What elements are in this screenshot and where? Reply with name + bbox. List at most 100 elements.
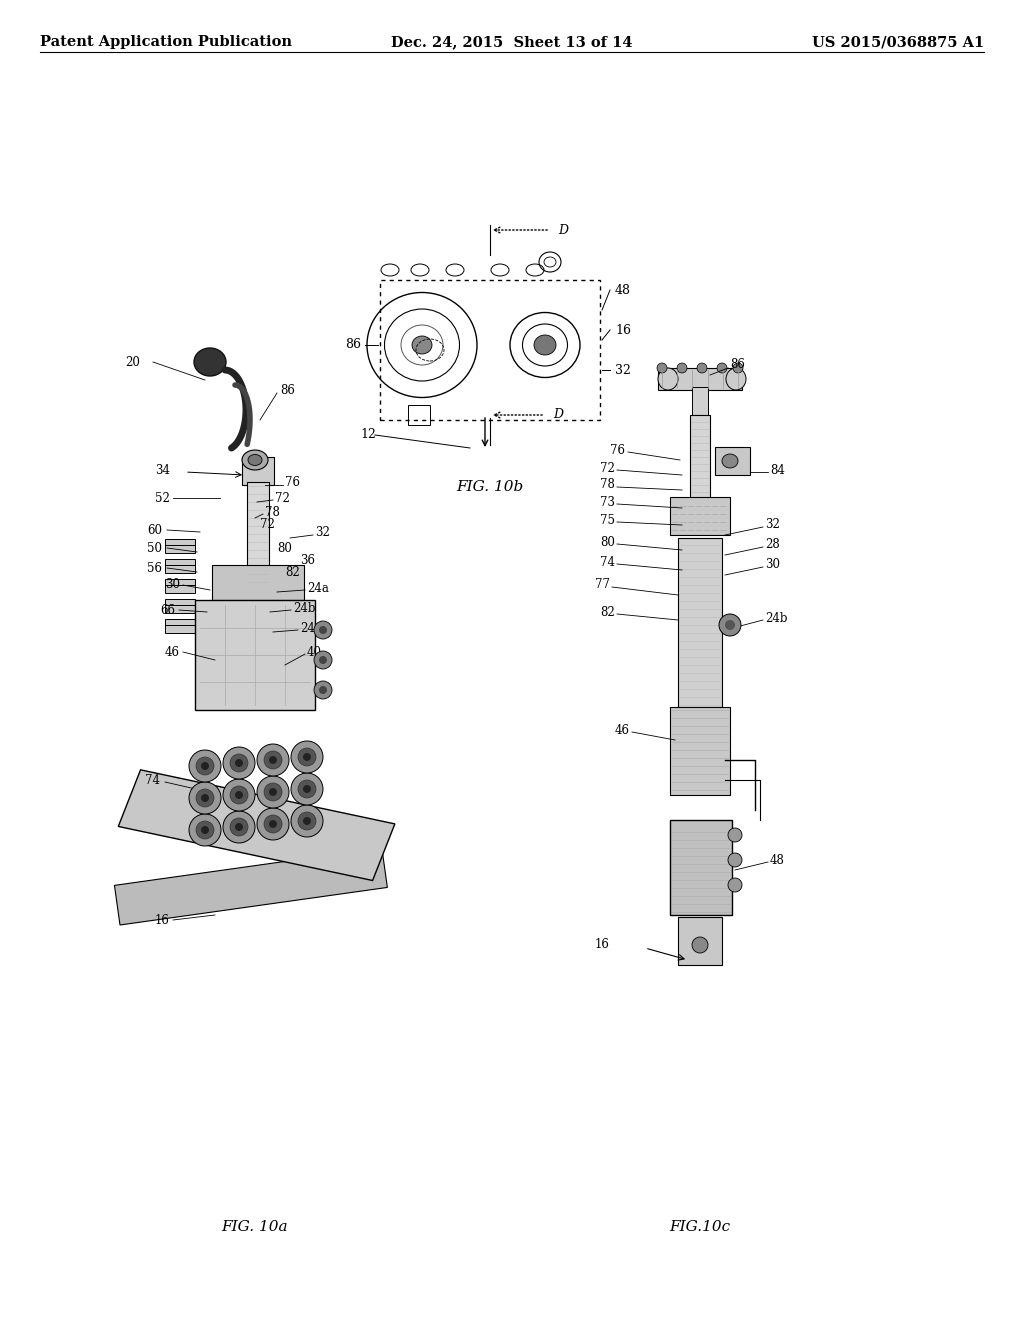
Circle shape <box>223 779 255 810</box>
Circle shape <box>692 937 708 953</box>
Circle shape <box>697 363 707 374</box>
Bar <box>380 280 600 420</box>
Circle shape <box>733 363 743 374</box>
Ellipse shape <box>412 337 432 354</box>
Bar <box>658 368 742 389</box>
Text: 34: 34 <box>155 463 170 477</box>
Circle shape <box>319 626 327 634</box>
Circle shape <box>725 620 735 630</box>
Bar <box>247 482 269 590</box>
Circle shape <box>264 783 282 801</box>
Circle shape <box>298 780 316 799</box>
Text: 36: 36 <box>300 553 315 566</box>
Circle shape <box>223 810 255 843</box>
Text: 24a: 24a <box>307 582 329 594</box>
Circle shape <box>230 754 248 772</box>
Text: D: D <box>553 408 563 421</box>
Circle shape <box>291 741 323 774</box>
Circle shape <box>234 759 243 767</box>
Text: 30: 30 <box>765 558 780 572</box>
Circle shape <box>264 814 282 833</box>
Text: 82: 82 <box>285 566 300 579</box>
Ellipse shape <box>194 348 226 376</box>
Text: 60: 60 <box>147 524 162 536</box>
Bar <box>165 599 195 612</box>
Text: 16: 16 <box>155 913 170 927</box>
Ellipse shape <box>658 368 678 389</box>
Circle shape <box>257 776 289 808</box>
Text: 76: 76 <box>610 444 625 457</box>
Bar <box>115 847 387 925</box>
Circle shape <box>717 363 727 374</box>
Circle shape <box>314 620 332 639</box>
Text: 78: 78 <box>265 506 280 519</box>
Circle shape <box>230 785 248 804</box>
Circle shape <box>657 363 667 374</box>
Text: 82: 82 <box>600 606 615 619</box>
Text: 32: 32 <box>615 363 631 376</box>
Text: 20: 20 <box>125 355 140 368</box>
Circle shape <box>298 812 316 830</box>
Bar <box>678 917 722 965</box>
Text: 74: 74 <box>600 556 615 569</box>
Circle shape <box>298 748 316 766</box>
Text: 40: 40 <box>307 645 322 659</box>
Text: 72: 72 <box>600 462 615 474</box>
Bar <box>690 414 710 500</box>
Text: 32: 32 <box>315 525 330 539</box>
Circle shape <box>269 820 278 828</box>
Circle shape <box>303 752 311 762</box>
Text: 78: 78 <box>600 479 615 491</box>
Polygon shape <box>119 770 395 880</box>
Ellipse shape <box>534 335 556 355</box>
Text: 86: 86 <box>730 359 744 371</box>
Circle shape <box>728 878 742 892</box>
Text: 52: 52 <box>155 491 170 504</box>
Bar <box>212 565 304 601</box>
Text: 24b: 24b <box>293 602 315 615</box>
Circle shape <box>196 789 214 807</box>
Text: 12: 12 <box>360 429 376 441</box>
Circle shape <box>189 814 221 846</box>
Ellipse shape <box>242 450 268 470</box>
Ellipse shape <box>248 454 262 466</box>
Bar <box>165 539 195 553</box>
Text: 76: 76 <box>285 475 300 488</box>
Text: 80: 80 <box>600 536 615 549</box>
Text: 77: 77 <box>595 578 610 591</box>
Text: 86: 86 <box>345 338 361 351</box>
Text: Dec. 24, 2015  Sheet 13 of 14: Dec. 24, 2015 Sheet 13 of 14 <box>391 36 633 49</box>
Circle shape <box>291 774 323 805</box>
Bar <box>165 579 195 593</box>
Text: 74: 74 <box>145 774 160 787</box>
Text: 84: 84 <box>770 463 784 477</box>
Bar <box>165 619 195 634</box>
Circle shape <box>269 756 278 764</box>
Bar <box>678 539 722 710</box>
Circle shape <box>196 756 214 775</box>
Text: 50: 50 <box>147 541 162 554</box>
Circle shape <box>728 828 742 842</box>
Bar <box>195 601 315 710</box>
Bar <box>408 405 430 425</box>
Circle shape <box>234 791 243 799</box>
Text: 75: 75 <box>600 513 615 527</box>
Text: 48: 48 <box>770 854 784 866</box>
Text: 28: 28 <box>765 539 779 552</box>
Bar <box>242 457 274 484</box>
Bar <box>692 387 708 414</box>
Circle shape <box>728 853 742 867</box>
Ellipse shape <box>722 454 738 469</box>
Text: D: D <box>558 223 568 236</box>
Circle shape <box>257 744 289 776</box>
Text: 72: 72 <box>260 519 274 532</box>
Text: 46: 46 <box>615 723 630 737</box>
Text: 46: 46 <box>165 645 180 659</box>
Circle shape <box>189 781 221 814</box>
Bar <box>715 447 750 475</box>
Text: 66: 66 <box>160 603 175 616</box>
Text: FIG. 10a: FIG. 10a <box>221 1220 289 1234</box>
Ellipse shape <box>726 368 746 389</box>
Text: 32: 32 <box>765 519 780 532</box>
Circle shape <box>719 614 741 636</box>
